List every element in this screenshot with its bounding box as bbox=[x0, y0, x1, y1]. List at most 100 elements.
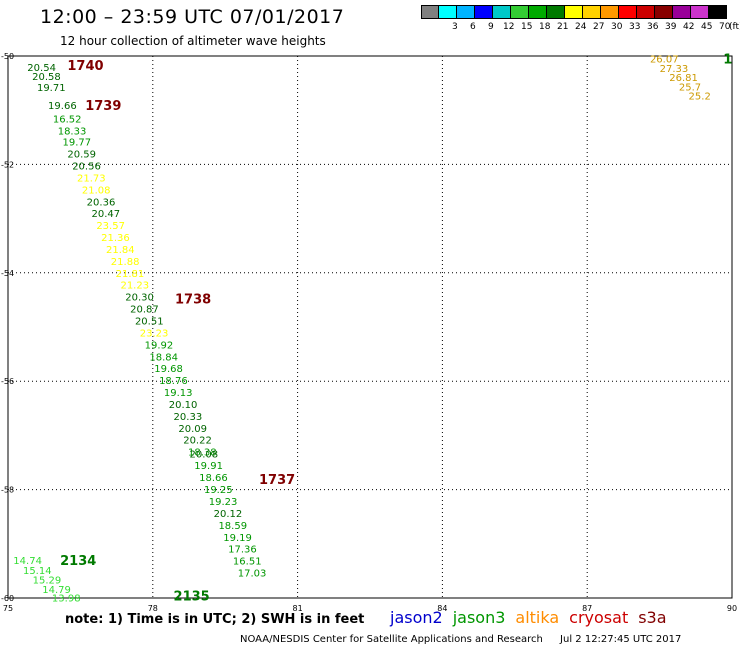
wave-height-value: 20.47 bbox=[92, 209, 121, 220]
y-tick-label: -50 bbox=[1, 52, 14, 61]
wave-height-value: 20.10 bbox=[169, 400, 198, 411]
wave-height-value: 20.30 bbox=[125, 293, 154, 304]
wave-height-value: 20.58 bbox=[32, 72, 61, 83]
map-frame bbox=[7, 55, 733, 599]
legend-swatch bbox=[709, 5, 727, 19]
legend-swatch bbox=[619, 5, 637, 19]
legend-swatch bbox=[457, 5, 475, 19]
wave-height-value: 21.88 bbox=[111, 257, 140, 268]
wave-height-value: 21.73 bbox=[77, 173, 106, 184]
pass-number-label: 1739 bbox=[85, 99, 121, 114]
wave-height-value: 14.74 bbox=[13, 556, 42, 567]
wave-height-value: 18.66 bbox=[199, 473, 228, 484]
legend-swatch-label: 42 bbox=[683, 22, 695, 32]
legend-swatch-label: 39 bbox=[665, 22, 677, 32]
wave-height-value: 18.84 bbox=[149, 352, 178, 363]
wave-height-value: 16.51 bbox=[233, 557, 262, 568]
wave-height-value: 15.14 bbox=[23, 566, 52, 577]
wave-height-value: 17.36 bbox=[228, 545, 257, 556]
legend-swatch-label: 9 bbox=[488, 22, 494, 32]
legend-swatch bbox=[565, 5, 583, 19]
wave-height-value: 21.84 bbox=[106, 245, 135, 256]
legend-swatch bbox=[439, 5, 457, 19]
wave-height-value: 23.23 bbox=[140, 328, 169, 339]
wave-height-value: 20.54 bbox=[27, 63, 56, 74]
wave-height-value: 18.38 bbox=[188, 448, 217, 459]
wave-height-value: 20.33 bbox=[174, 412, 203, 423]
wave-height-value: 20.51 bbox=[135, 316, 164, 327]
pass-number-label: 2134 bbox=[60, 554, 96, 569]
legend-swatch-label: 24 bbox=[575, 22, 587, 32]
legend-swatch bbox=[583, 5, 601, 19]
legend-swatch bbox=[529, 5, 547, 19]
wave-height-value: 19.13 bbox=[164, 388, 193, 399]
x-tick-label: 87 bbox=[582, 604, 592, 613]
legend-swatch bbox=[691, 5, 709, 19]
legend-swatch bbox=[655, 5, 673, 19]
y-tick-label: -58 bbox=[1, 486, 14, 495]
wave-height-value: 20.09 bbox=[178, 424, 207, 435]
wave-height-value: 20.12 bbox=[214, 509, 243, 520]
wave-height-value: 25.7 bbox=[679, 82, 701, 93]
y-tick-label: -54 bbox=[1, 269, 14, 278]
legend-unit: (ft) bbox=[729, 22, 740, 32]
legend-swatch-label: 3 bbox=[452, 22, 458, 32]
legend-swatch-label: 12 bbox=[503, 22, 515, 32]
wave-height-value: 19.77 bbox=[63, 138, 92, 149]
legend-swatch bbox=[601, 5, 619, 19]
x-tick-label: 90 bbox=[727, 604, 737, 613]
wave-height-value: 19.25 bbox=[204, 485, 233, 496]
wave-height-value: 13.98 bbox=[52, 593, 81, 604]
legend-swatch bbox=[493, 5, 511, 19]
wave-height-value: 20.08 bbox=[189, 449, 218, 460]
legend-swatch-label: 27 bbox=[593, 22, 605, 32]
wave-height-value: 18.59 bbox=[218, 521, 247, 532]
y-tick-label: -52 bbox=[1, 160, 14, 169]
satellite-jason2: jason2 bbox=[390, 608, 443, 627]
credit-text: NOAA/NESDIS Center for Satellite Applica… bbox=[240, 634, 543, 645]
legend-swatch-label: 6 bbox=[470, 22, 476, 32]
legend-swatch-label: 45 bbox=[701, 22, 713, 32]
pass-number-label: 19 bbox=[723, 53, 740, 68]
wave-height-value: 19.23 bbox=[209, 497, 238, 508]
legend-swatch-label: 33 bbox=[629, 22, 641, 32]
wave-height-value: 21.08 bbox=[82, 185, 111, 196]
x-tick-label: 75 bbox=[3, 604, 13, 613]
map-subtitle: 12 hour collection of altimeter wave hei… bbox=[60, 34, 326, 48]
wave-height-value: 27.33 bbox=[660, 64, 689, 75]
wave-height-value: 18.76 bbox=[159, 376, 188, 387]
legend-swatch bbox=[421, 5, 439, 19]
x-tick-label: 81 bbox=[293, 604, 303, 613]
wave-height-value: 19.91 bbox=[194, 461, 223, 472]
satellite-legend: jason2 jason3 altika cryosat s3a bbox=[390, 608, 677, 627]
footnote: note: 1) Time is in UTC; 2) SWH is in fe… bbox=[65, 612, 365, 627]
legend-swatch-label: 30 bbox=[611, 22, 623, 32]
legend-swatch-label: 18 bbox=[539, 22, 551, 32]
satellite-jason3: jason3 bbox=[452, 608, 506, 627]
satellite-cryosat: cryosat bbox=[569, 608, 629, 627]
wave-height-value: 19.71 bbox=[37, 83, 66, 94]
wave-height-value: 14.79 bbox=[42, 585, 71, 596]
legend-swatch bbox=[673, 5, 691, 19]
x-tick-label: 84 bbox=[437, 604, 447, 613]
pass-number-label: 1737 bbox=[259, 473, 295, 488]
wave-height-value: 23.57 bbox=[96, 221, 125, 232]
credit-line: NOAA/NESDIS Center for Satellite Applica… bbox=[240, 634, 695, 645]
legend-swatch bbox=[475, 5, 493, 19]
wave-height-value: 16.52 bbox=[53, 114, 82, 125]
pass-number-label: 2135 bbox=[174, 589, 210, 604]
map-title: 12:00 – 23:59 UTC 07/01/2017 bbox=[40, 6, 345, 28]
wave-height-value: 20.56 bbox=[72, 161, 101, 172]
wave-height-value: 21.36 bbox=[101, 233, 130, 244]
wave-height-value: 20.36 bbox=[87, 197, 116, 208]
legend-swatch-label: 21 bbox=[557, 22, 569, 32]
wave-height-value: 18.33 bbox=[58, 126, 87, 137]
wave-height-value: 20.87 bbox=[130, 305, 159, 316]
wave-height-value: 19.92 bbox=[145, 340, 174, 351]
generated-timestamp: Jul 2 12:27:45 UTC 2017 bbox=[560, 634, 682, 645]
legend-swatch bbox=[637, 5, 655, 19]
wave-height-value: 15.29 bbox=[33, 576, 62, 587]
wave-height-value: 26.07 bbox=[650, 55, 679, 66]
